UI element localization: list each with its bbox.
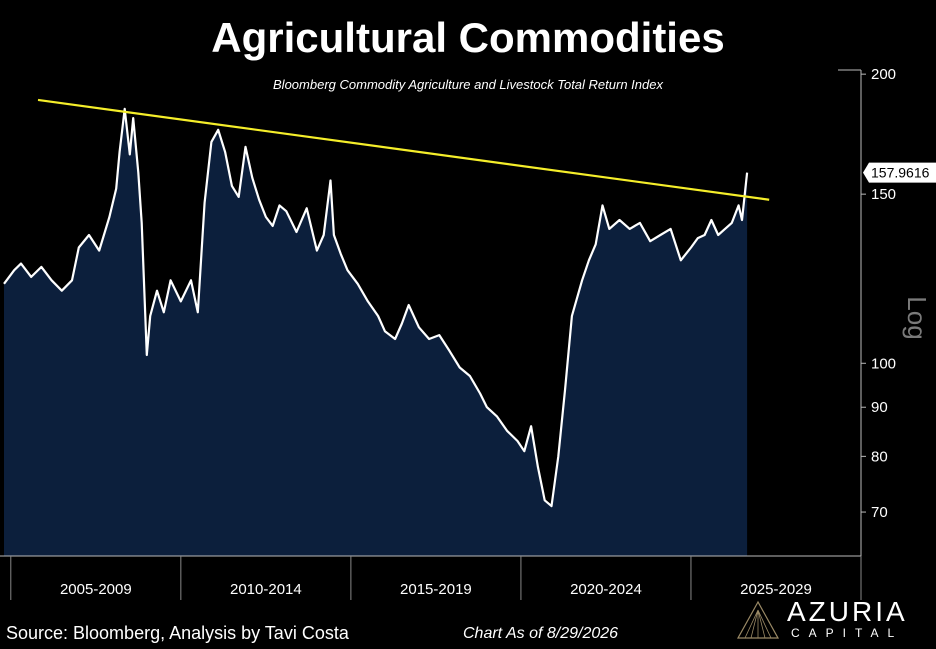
y-tick-label: 200 <box>871 66 896 83</box>
y-axis-label: Log <box>902 296 932 339</box>
series-line <box>3 107 749 508</box>
x-tick-label: 2005-2009 <box>60 581 132 598</box>
trendline <box>37 98 770 201</box>
x-tick-label: 2025-2029 <box>740 581 812 598</box>
chart-date: Chart As of 8/29/2026 <box>463 625 619 642</box>
y-tick-label: 150 <box>871 186 896 203</box>
series-area <box>4 108 748 557</box>
y-tick-label: 80 <box>871 448 888 465</box>
y-tick-label: 100 <box>871 355 896 372</box>
x-tick-label: 2020-2024 <box>570 581 642 598</box>
azuria-logo-icon <box>736 600 780 639</box>
y-tick-label: 70 <box>871 504 888 521</box>
x-tick-label: 2010-2014 <box>230 581 302 598</box>
y-tick-label: 90 <box>871 399 888 416</box>
source-note: Source: Bloomberg, Analysis by Tavi Cost… <box>6 623 349 643</box>
brand-logo-block: AZURIA CAPITAL <box>735 596 931 642</box>
chart-title: Agricultural Commodities <box>211 14 725 61</box>
brand-subtitle: CAPITAL <box>791 626 904 640</box>
last-value-label: 157.9616 <box>871 165 930 181</box>
last-value-tag <box>863 162 936 183</box>
chart-subtitle: Bloomberg Commodity Agriculture and Live… <box>273 77 663 92</box>
brand-name: AZURIA <box>787 596 908 627</box>
x-tick-label: 2015-2019 <box>400 581 472 598</box>
